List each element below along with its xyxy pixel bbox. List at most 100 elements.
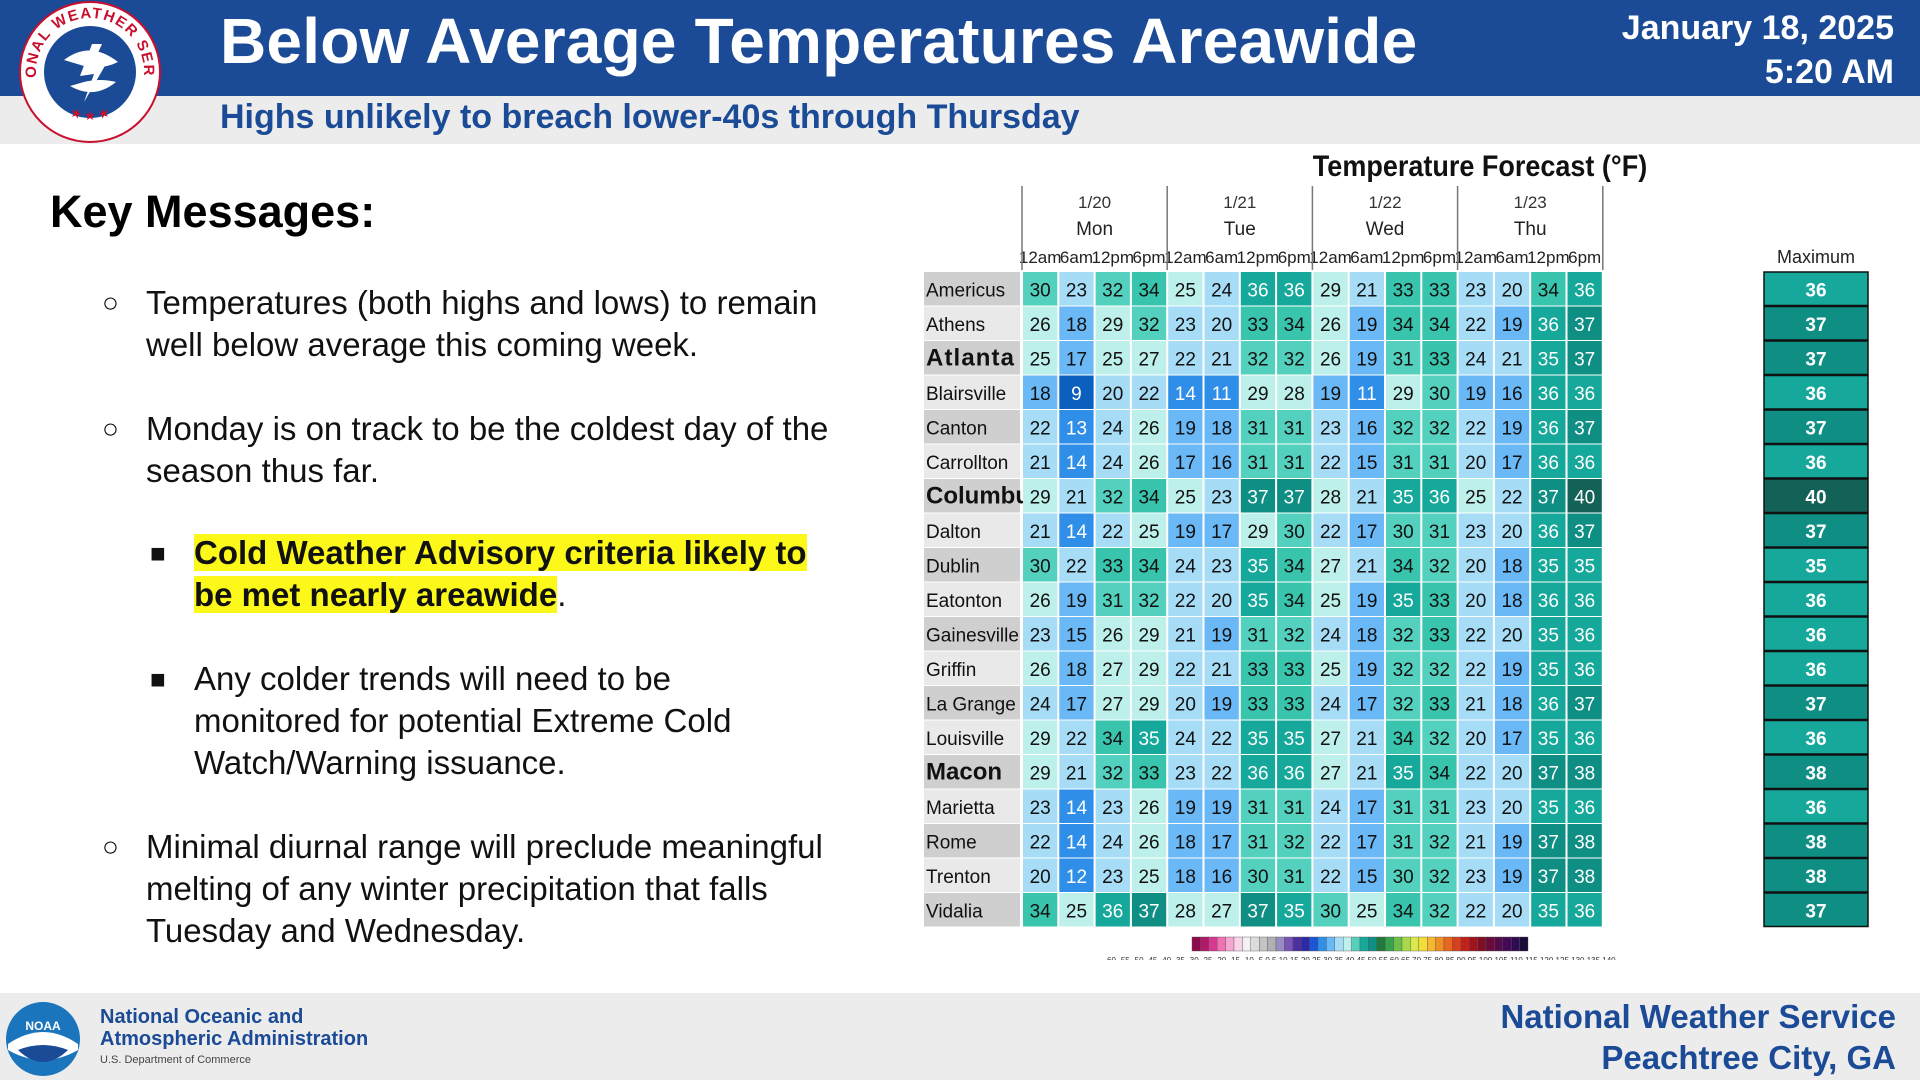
noaa-department: U.S. Department of Commerce — [100, 1054, 251, 1066]
temperature-value: 28 — [1284, 384, 1305, 405]
circle-bullet-icon: ○ — [102, 408, 119, 450]
temperature-value: 37 — [1538, 487, 1559, 508]
legend-swatch — [1461, 937, 1469, 951]
temperature-value: 31 — [1393, 832, 1414, 853]
temperature-value: 20 — [1501, 798, 1522, 819]
temperature-value: 22 — [1030, 418, 1051, 439]
temperature-value: 34 — [1538, 280, 1560, 301]
max-column-label: Maximum — [1777, 247, 1855, 267]
temperature-value: 34 — [1284, 556, 1306, 577]
temperature-value: 23 — [1465, 522, 1486, 543]
temperature-value: 22 — [1211, 729, 1232, 750]
city-name: Marietta — [926, 798, 995, 819]
temperature-value: 26 — [1320, 315, 1341, 336]
temperature-value: 23 — [1211, 487, 1232, 508]
temperature-value: 31 — [1284, 798, 1305, 819]
advisory-highlight: Cold Weather Advisory criteria likely to… — [194, 534, 807, 613]
temperature-value: 32 — [1393, 418, 1414, 439]
temperature-value: 22 — [1175, 660, 1196, 681]
legend-swatch — [1427, 937, 1435, 951]
max-temperature-value: 36 — [1805, 625, 1826, 646]
temperature-value: 23 — [1066, 280, 1087, 301]
time-label: 6pm — [1568, 248, 1601, 267]
temperature-value: 33 — [1429, 591, 1450, 612]
temperature-value: 16 — [1211, 867, 1232, 888]
temperature-value: 32 — [1393, 625, 1414, 646]
legend-swatch — [1419, 937, 1427, 951]
temperature-value: 22 — [1465, 901, 1486, 922]
temperature-value: 28 — [1320, 487, 1341, 508]
temperature-value: 21 — [1465, 694, 1486, 715]
temperature-value: 27 — [1320, 729, 1341, 750]
temperature-value: 33 — [1393, 280, 1414, 301]
temperature-value: 22 — [1175, 591, 1196, 612]
temperature-value: 13 — [1066, 418, 1087, 439]
day-name-label: Thu — [1514, 219, 1547, 240]
temperature-value: 35 — [1538, 729, 1559, 750]
temperature-value: 33 — [1284, 660, 1305, 681]
temperature-value: 36 — [1538, 453, 1559, 474]
temperature-value: 31 — [1284, 867, 1305, 888]
temperature-value: 11 — [1357, 384, 1377, 405]
temperature-value: 22 — [1320, 453, 1341, 474]
max-temperature-value: 36 — [1805, 660, 1826, 681]
time-label: 6am — [1350, 248, 1383, 267]
max-temperature-value: 35 — [1805, 556, 1827, 577]
temperature-value: 37 — [1574, 522, 1595, 543]
temperature-value: 36 — [1538, 522, 1559, 543]
temperature-value: 26 — [1030, 660, 1051, 681]
temperature-value: 17 — [1356, 798, 1377, 819]
city-name: Griffin — [926, 660, 976, 681]
nws-logo-icon: NATIONAL WEATHER SERVICE ★ ★ ★ — [14, 0, 166, 144]
temperature-value: 36 — [1574, 384, 1595, 405]
temperature-value: 22 — [1138, 384, 1159, 405]
temperature-value: 20 — [1501, 280, 1522, 301]
max-temperature-value: 37 — [1805, 901, 1826, 922]
temperature-value: 31 — [1247, 453, 1268, 474]
temperature-value: 21 — [1211, 660, 1232, 681]
legend-swatch — [1352, 937, 1360, 951]
temperature-value: 36 — [1574, 625, 1595, 646]
temperature-value: 18 — [1501, 556, 1522, 577]
temperature-value: 30 — [1429, 384, 1450, 405]
temperature-value: 22 — [1465, 625, 1486, 646]
legend-scale-labels: -60 -55 -50 -45 -40 -35 -30 -25 -20 -15 … — [1104, 956, 1616, 960]
temperature-value: 35 — [1538, 798, 1559, 819]
day-name-label: Tue — [1224, 219, 1256, 240]
temperature-value: 30 — [1393, 522, 1414, 543]
temperature-value: 19 — [1356, 591, 1377, 612]
city-name: Blairsville — [926, 384, 1006, 405]
page-title: Below Average Temperatures Areawide — [220, 4, 1417, 78]
temperature-value: 32 — [1429, 832, 1450, 853]
temperature-value: 24 — [1465, 349, 1487, 370]
temperature-value: 26 — [1320, 349, 1341, 370]
legend-swatch — [1394, 937, 1402, 951]
legend-swatch — [1318, 937, 1326, 951]
legend-swatch — [1259, 937, 1267, 951]
temperature-value: 19 — [1211, 694, 1232, 715]
legend-swatch — [1301, 937, 1309, 951]
temperature-value: 21 — [1465, 832, 1486, 853]
time-label: 12pm — [1237, 248, 1280, 267]
temperature-value: 33 — [1429, 694, 1450, 715]
time-label: 12am — [1309, 248, 1352, 267]
temperature-value: 32 — [1429, 867, 1450, 888]
temperature-value: 29 — [1138, 625, 1159, 646]
city-name: Dublin — [926, 556, 980, 577]
temperature-value: 33 — [1284, 694, 1305, 715]
temperature-value: 34 — [1138, 556, 1160, 577]
temperature-value: 17 — [1356, 694, 1377, 715]
temperature-value: 21 — [1356, 280, 1377, 301]
temperature-forecast-table: 1/20Mon12am6am12pm6pm1/21Tue12am6am12pm6… — [920, 180, 1880, 960]
temperature-value: 15 — [1066, 625, 1087, 646]
temperature-value: 19 — [1211, 625, 1232, 646]
max-temperature-value: 40 — [1805, 487, 1826, 508]
nws-office-line2: Peachtree City, GA — [1296, 1037, 1896, 1078]
temperature-value: 37 — [1538, 832, 1559, 853]
temperature-value: 32 — [1284, 625, 1305, 646]
temperature-value: 34 — [1030, 901, 1052, 922]
temperature-value: 35 — [1574, 556, 1595, 577]
max-temperature-value: 38 — [1805, 832, 1826, 853]
temperature-value: 33 — [1247, 315, 1268, 336]
temperature-value: 25 — [1102, 349, 1123, 370]
